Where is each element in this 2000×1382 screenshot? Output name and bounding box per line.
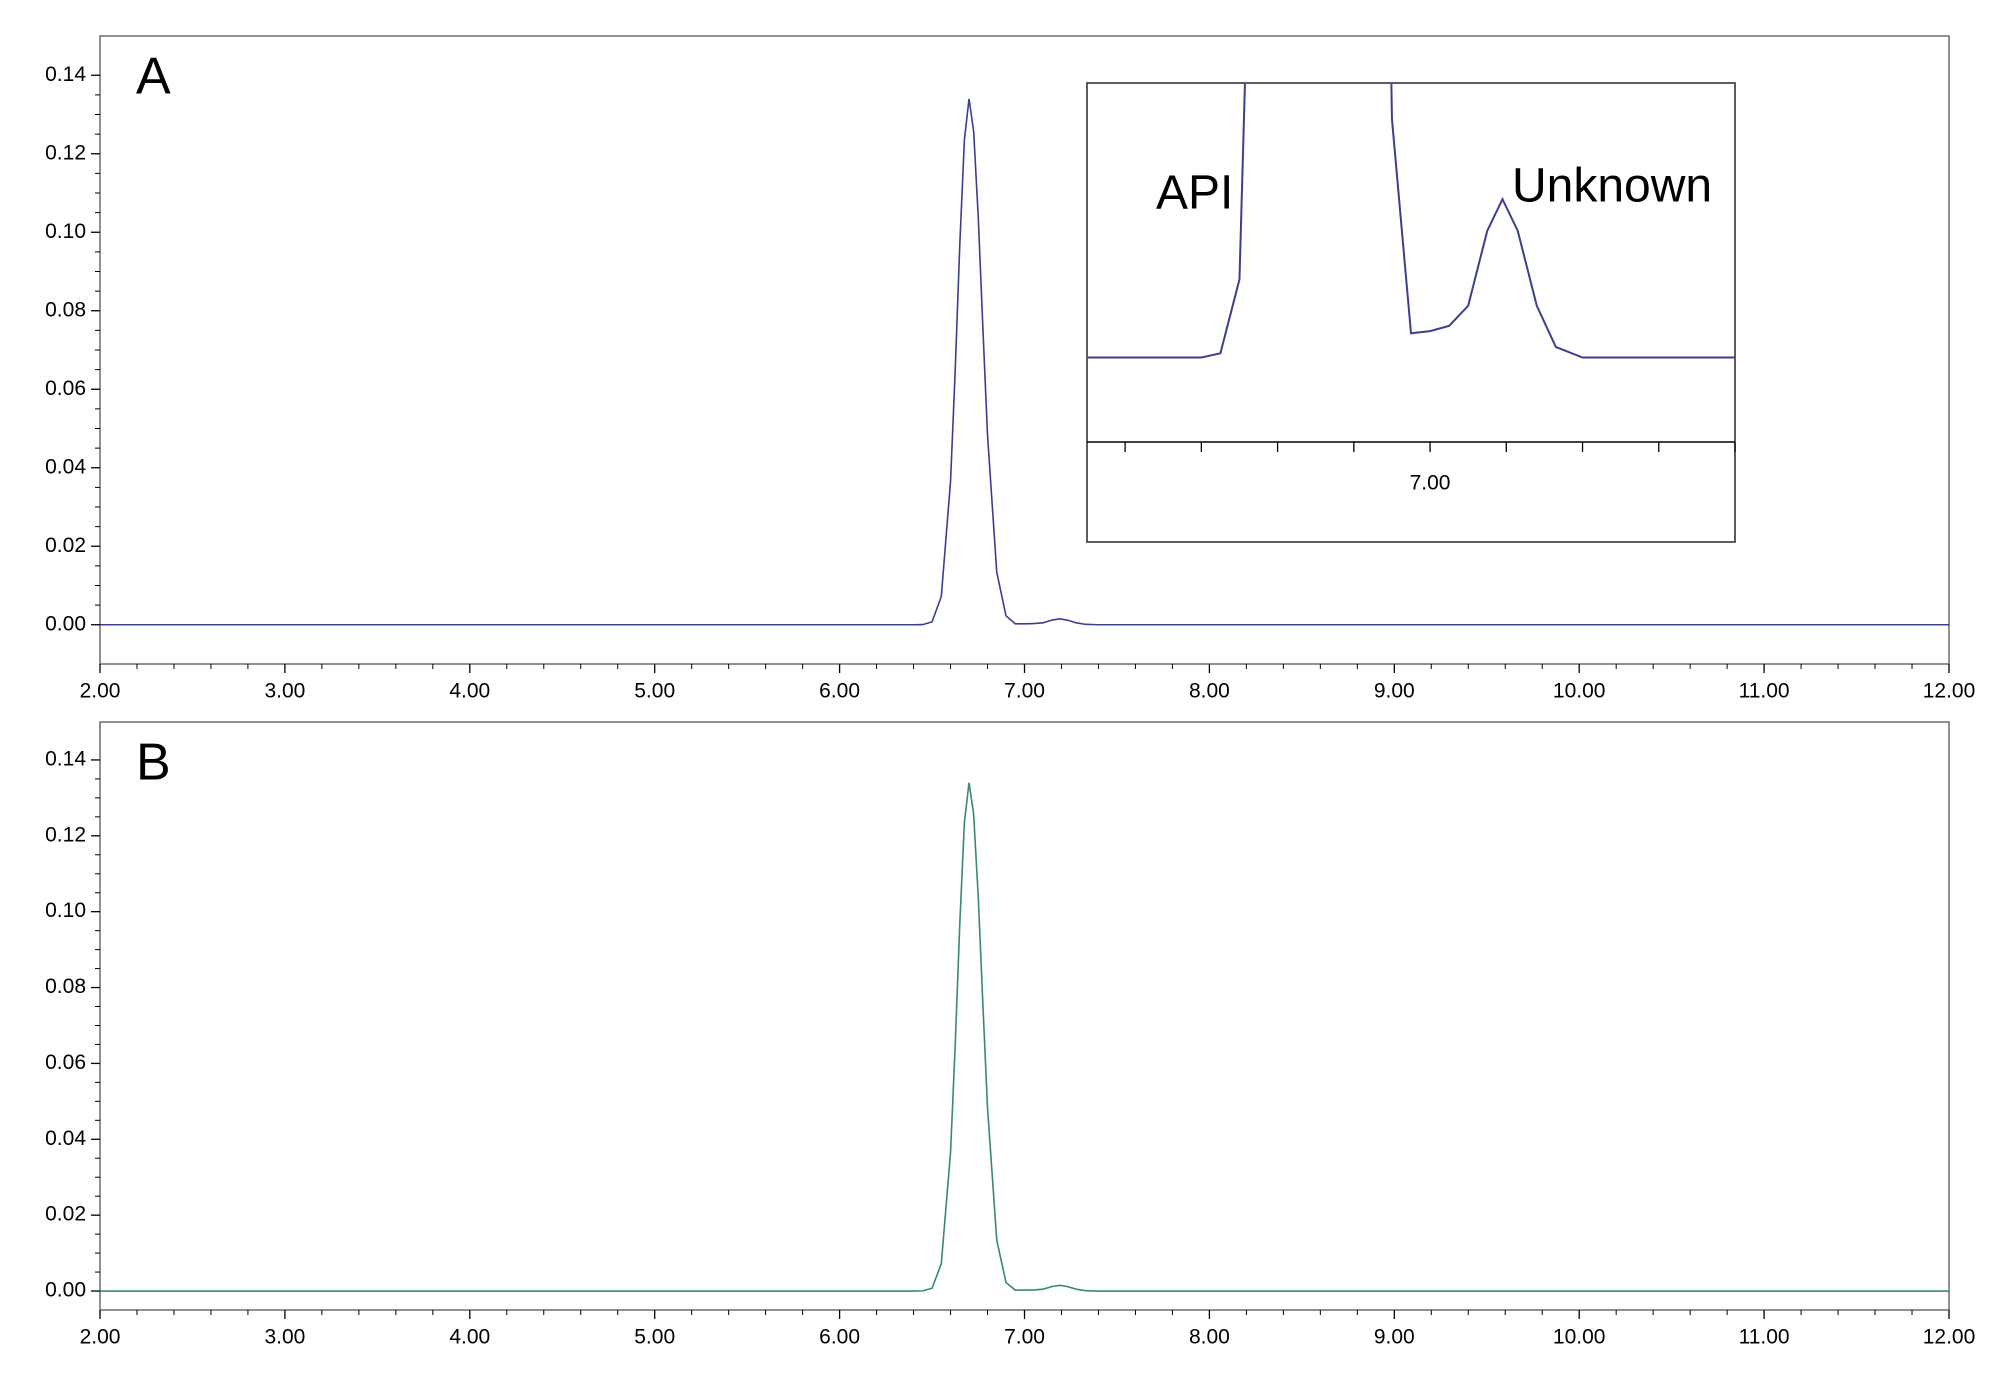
y-tick-label: 0.06 [45, 377, 86, 400]
x-tick-label: 12.00 [1923, 1326, 1976, 1349]
inset-frame [1086, 82, 1736, 543]
panel-label: B [136, 734, 171, 792]
y-tick-label: 0.08 [45, 298, 86, 321]
x-tick-label: 7.00 [1004, 1326, 1045, 1349]
y-tick-label: 0.12 [45, 141, 86, 164]
y-tick-label: 0.06 [45, 1051, 86, 1074]
inset-trace [1088, 84, 1734, 359]
x-tick-label: 4.00 [449, 680, 490, 703]
inset-annotation: Unknown [1512, 160, 1712, 213]
x-tick-label: 4.00 [449, 1326, 490, 1349]
y-tick-label: 0.04 [45, 1127, 86, 1150]
y-tick-label: 0.00 [45, 1279, 86, 1302]
y-tick-label: 0.14 [45, 747, 86, 770]
x-tick-label: 8.00 [1189, 1326, 1230, 1349]
inset-x-tick-label: 7.00 [1410, 472, 1451, 495]
x-tick-label: 9.00 [1374, 680, 1415, 703]
x-tick-label: 2.00 [80, 1326, 121, 1349]
y-tick-label: 0.14 [45, 63, 86, 86]
x-tick-label: 5.00 [634, 680, 675, 703]
x-tick-label: 6.00 [819, 680, 860, 703]
x-tick-label: 8.00 [1189, 680, 1230, 703]
x-tick-label: 3.00 [264, 680, 305, 703]
x-tick-label: 7.00 [1004, 680, 1045, 703]
panel-label: A [136, 48, 171, 106]
x-tick-label: 5.00 [634, 1326, 675, 1349]
x-tick-label: 12.00 [1923, 680, 1976, 703]
y-tick-label: 0.02 [45, 534, 86, 557]
x-tick-label: 11.00 [1739, 1326, 1790, 1349]
y-tick-label: 0.10 [45, 220, 86, 243]
x-tick-label: 9.00 [1374, 1326, 1415, 1349]
trace [100, 98, 1949, 626]
y-tick-label: 0.00 [45, 612, 86, 635]
x-tick-label: 2.00 [80, 680, 121, 703]
y-tick-label: 0.12 [45, 823, 86, 846]
y-tick-label: 0.10 [45, 899, 86, 922]
x-tick-label: 11.00 [1739, 680, 1790, 703]
inset-annotation: API [1156, 167, 1233, 220]
x-tick-label: 10.00 [1553, 1326, 1606, 1349]
plot-frame [99, 721, 1950, 1311]
trace [100, 782, 1949, 1292]
y-tick-label: 0.08 [45, 975, 86, 998]
inset-traces [1088, 84, 1734, 359]
y-tick-label: 0.04 [45, 455, 86, 478]
x-tick-label: 6.00 [819, 1326, 860, 1349]
x-tick-label: 3.00 [264, 1326, 305, 1349]
x-tick-label: 10.00 [1553, 680, 1606, 703]
y-tick-label: 0.02 [45, 1203, 86, 1226]
